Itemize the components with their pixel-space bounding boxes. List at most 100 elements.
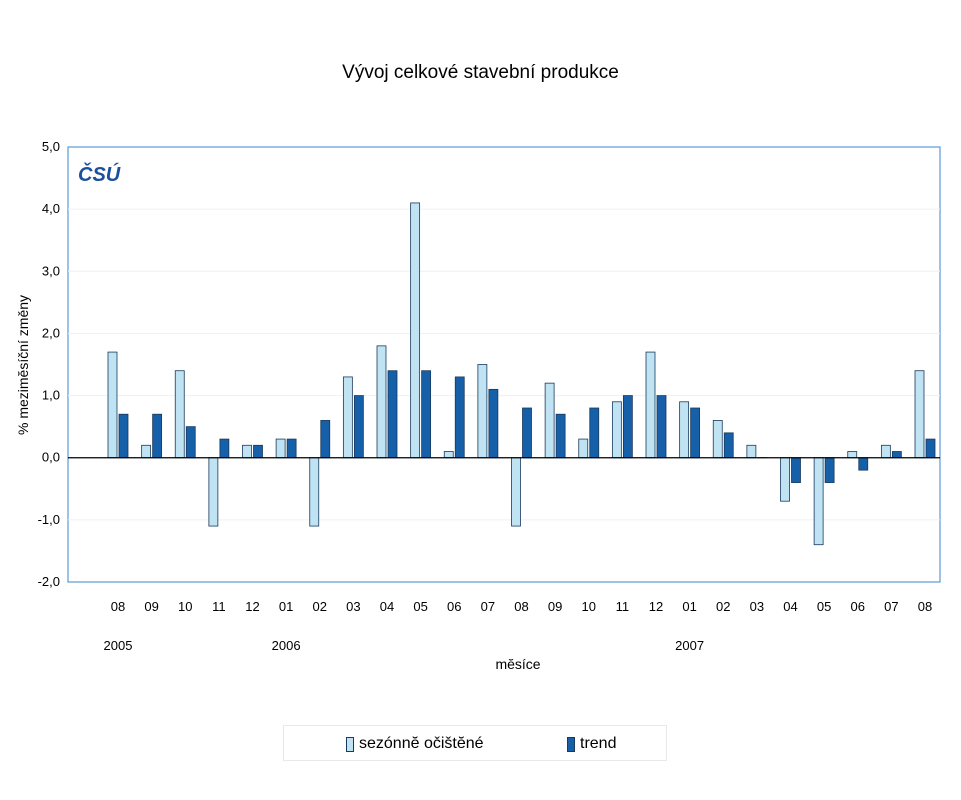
x-tick-label: 04 xyxy=(783,599,797,614)
bar-sezonne xyxy=(342,376,353,459)
bar-sezonne xyxy=(107,351,118,459)
bar-trend xyxy=(522,407,532,459)
x-tick-label: 03 xyxy=(346,599,360,614)
y-tick-label: 3,0 xyxy=(42,263,60,278)
x-tick-label: 11 xyxy=(212,599,226,614)
y-tick-label: 5,0 xyxy=(42,139,60,154)
x-tick-label: 05 xyxy=(413,599,427,614)
bar-sezonne xyxy=(645,351,656,459)
bar-sezonne xyxy=(544,382,555,459)
bar-sezonne xyxy=(477,364,488,459)
legend-item-trend: trend xyxy=(567,735,616,753)
x-tick-label: 05 xyxy=(817,599,831,614)
bar-sezonne xyxy=(511,457,521,527)
bar-sezonne xyxy=(376,345,387,459)
x-tick-label: 06 xyxy=(851,599,865,614)
y-tick-label: 4,0 xyxy=(42,201,60,216)
bar-trend xyxy=(891,451,902,459)
csu-logo: ČSÚ xyxy=(78,162,121,186)
bar-sezonne xyxy=(813,457,824,546)
year-label: 2005 xyxy=(104,638,133,653)
x-tick-label: 11 xyxy=(616,599,630,614)
bar-trend xyxy=(185,426,196,459)
legend: sezónnĕ očištĕné trend xyxy=(283,725,667,761)
bar-sezonne xyxy=(578,438,589,459)
bar-trend xyxy=(791,457,801,483)
legend-label-sezonne: sezónnĕ očištĕné xyxy=(359,735,484,752)
x-tick-label: 01 xyxy=(279,599,293,614)
bar-sezonne xyxy=(746,444,757,459)
bar-sezonne xyxy=(242,444,252,459)
bar-sezonne xyxy=(847,451,858,459)
bar-trend xyxy=(589,407,600,459)
x-tick-label: 12 xyxy=(649,599,663,614)
plot-area xyxy=(67,146,941,583)
x-axis-ticks: 08 09 10 11 12 01 02 03 04 05 06 07 08 09 10 11 12 01 02 03… xyxy=(111,599,932,614)
bar-sezonne xyxy=(275,438,286,459)
bar-sezonne xyxy=(780,457,790,502)
x-tick-label: 10 xyxy=(582,599,596,614)
y-axis-ticks: 5,0 4,0 3,0 2,0 1,0 0,0 -1,0 -2,0 xyxy=(38,139,60,589)
x-tick-label: 04 xyxy=(380,599,394,614)
bar-trend xyxy=(118,413,129,459)
bar-trend xyxy=(421,370,432,459)
bar-trend xyxy=(286,438,297,459)
bar-trend xyxy=(858,457,869,471)
y-tick-label: 1,0 xyxy=(42,388,60,403)
bar-trend xyxy=(353,395,364,459)
y-tick-label: -2,0 xyxy=(38,574,60,589)
bar-trend xyxy=(555,413,566,459)
x-tick-label: 03 xyxy=(750,599,764,614)
bar-sezonne xyxy=(712,420,723,459)
bar-sezonne xyxy=(174,370,185,459)
bar-sezonne xyxy=(141,444,152,459)
legend-label-trend: trend xyxy=(580,735,617,752)
x-axis-label: mĕsíce xyxy=(495,656,540,672)
x-tick-label: 02 xyxy=(716,599,730,614)
bar-trend xyxy=(454,376,465,459)
bar-sezonne xyxy=(914,370,925,459)
bar-trend xyxy=(152,413,163,459)
x-tick-label: 09 xyxy=(144,599,158,614)
y-tick-label: -1,0 xyxy=(38,512,60,527)
y-tick-label: 0,0 xyxy=(42,450,60,465)
x-tick-label: 08 xyxy=(514,599,528,614)
bar-trend xyxy=(488,388,499,459)
x-tick-label: 06 xyxy=(447,599,461,614)
year-label: 2007 xyxy=(675,638,704,653)
bar-sezonne xyxy=(309,457,320,527)
x-tick-label: 10 xyxy=(178,599,192,614)
bar-trend xyxy=(690,407,701,459)
y-axis-label: % mezimĕsíční změny xyxy=(15,295,31,435)
bar-trend xyxy=(320,420,331,459)
legend-swatch-sezonne xyxy=(346,736,354,752)
bar-sezonne xyxy=(880,444,891,459)
x-tick-label: 02 xyxy=(313,599,327,614)
gridlines xyxy=(68,208,940,521)
year-labels: 2005 2006 2007 xyxy=(104,638,705,653)
x-tick-label: 12 xyxy=(245,599,259,614)
bar-sezonne xyxy=(208,457,219,527)
bar-sezonne xyxy=(611,401,622,459)
bar-sezonne xyxy=(679,401,690,459)
bar-trend xyxy=(824,457,835,483)
bar-trend xyxy=(253,444,263,459)
x-tick-label: 08 xyxy=(918,599,932,614)
bar-trend xyxy=(387,370,398,459)
x-tick-label: 01 xyxy=(682,599,696,614)
bar-sezonne xyxy=(410,202,421,459)
bar-trend xyxy=(925,438,936,459)
legend-swatch-trend xyxy=(567,736,575,752)
x-tick-label: 09 xyxy=(548,599,562,614)
bar-sezonne xyxy=(443,451,454,459)
bar-trend xyxy=(622,395,633,459)
bar-trend xyxy=(219,438,230,459)
y-tick-label: 2,0 xyxy=(42,325,60,340)
x-tick-label: 07 xyxy=(481,599,495,614)
x-tick-label: 08 xyxy=(111,599,125,614)
bar-trend xyxy=(723,432,734,459)
bars xyxy=(68,202,940,546)
bar-trend xyxy=(656,395,667,459)
chart-title: Vývoj celkové stavební produkce xyxy=(342,62,619,83)
